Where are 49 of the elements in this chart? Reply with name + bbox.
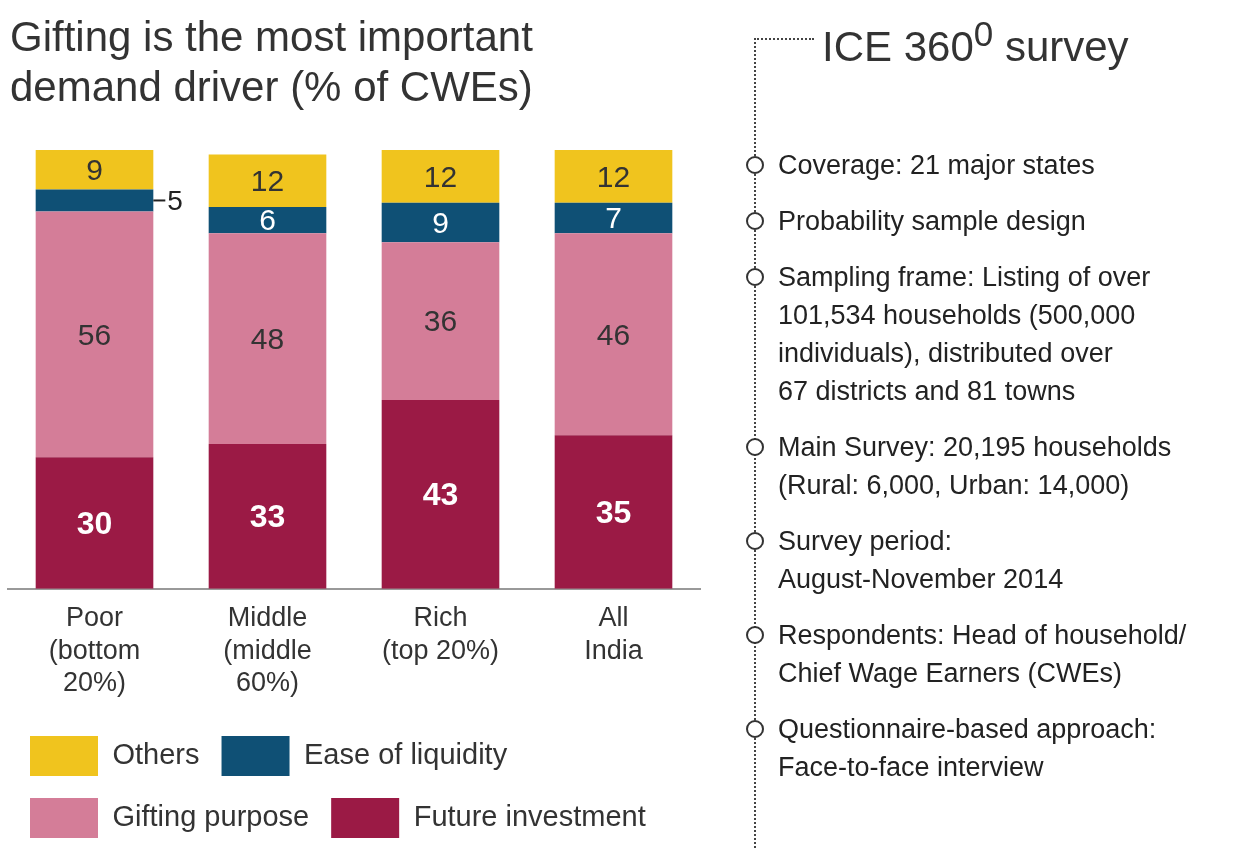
bar xyxy=(381,150,500,203)
bar xyxy=(208,207,327,234)
bar xyxy=(554,150,673,203)
data-label: 30 xyxy=(76,504,113,541)
data-label: 12 xyxy=(423,159,458,193)
bar xyxy=(35,189,154,212)
bar xyxy=(35,211,154,458)
text: Respondents: Head of household/ Chief Wage Earners (CWEs) xyxy=(778,620,1187,688)
x-tick-label: Poor (bottom 20%) xyxy=(48,602,141,698)
legend-label: Ease of liquidity xyxy=(304,738,508,770)
bar xyxy=(381,242,500,401)
text: Probability sample design xyxy=(778,206,1086,236)
bar xyxy=(208,233,327,444)
text: ICE 360$^{0}$ survey xyxy=(822,14,1129,71)
bar xyxy=(554,435,673,589)
data-label: 36 xyxy=(423,304,458,338)
text: Questionnaire-based approach: Face-to-face interview xyxy=(778,714,1157,782)
legend-label: Others xyxy=(112,738,200,770)
data-label: 7 xyxy=(605,201,622,235)
data-label: 43 xyxy=(422,476,459,513)
data-label: 48 xyxy=(250,321,285,355)
bar xyxy=(381,202,500,243)
bar xyxy=(208,444,327,589)
bar xyxy=(35,457,154,589)
text: Survey period: August-November 2014 xyxy=(778,526,1064,594)
data-label: 9 xyxy=(86,153,103,187)
bar xyxy=(35,150,154,190)
text: Main Survey: 20,195 households (Rural: 6,000, Urban: 14,000) xyxy=(778,432,1172,500)
data-label: 5 xyxy=(167,185,183,217)
chart-title: Gifting is the most important demand driver (% of CWEs) xyxy=(10,12,533,112)
legend-label: Gifting purpose xyxy=(112,800,310,832)
data-label: 9 xyxy=(432,205,449,239)
bar xyxy=(381,400,500,589)
data-label: 12 xyxy=(250,163,285,197)
bar xyxy=(554,202,673,234)
legend-label: Future investment xyxy=(413,800,646,832)
data-label: 12 xyxy=(596,159,631,193)
data-label: 56 xyxy=(77,317,112,351)
text: Coverage: 21 major states xyxy=(778,150,1095,180)
data-label: 33 xyxy=(249,498,286,535)
bar xyxy=(208,154,327,208)
data-label: 35 xyxy=(595,493,632,530)
data-label: 6 xyxy=(259,203,276,237)
x-tick-label: Middle (middle 60%) xyxy=(223,602,312,698)
x-tick-label: Rich (top 20%) xyxy=(381,602,500,665)
x-tick-label: All India xyxy=(584,602,644,665)
text: Sampling frame: Listing of over 101,534 households (500,000 individuals), distributed over 67 districts and 81 towns xyxy=(778,262,1151,406)
data-label: 46 xyxy=(596,317,631,351)
bar xyxy=(554,233,673,436)
